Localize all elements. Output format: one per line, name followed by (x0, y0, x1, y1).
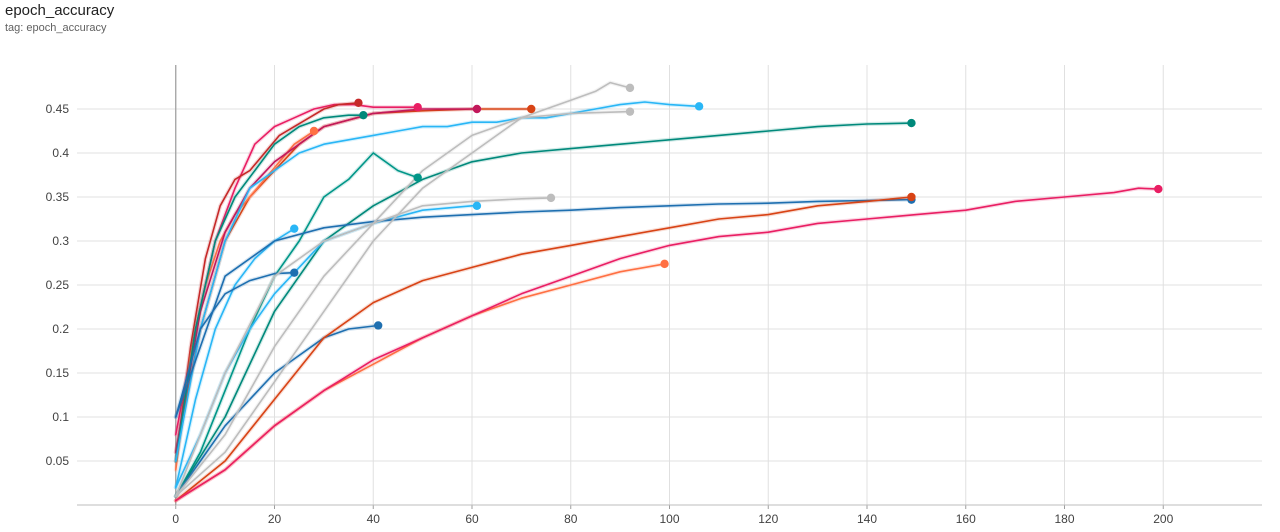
y-tick-label: 0.25 (46, 278, 70, 292)
series-endpoint (660, 259, 669, 269)
series-endpoint (546, 193, 556, 203)
series-line (175, 197, 552, 498)
tick-labels: 0.05 0.1 0.15 0.2 0.25 0.3 0.35 0.4 0.45 0 20 40 60 8… (46, 102, 1174, 526)
chart-title: epoch_accuracy (5, 2, 115, 19)
x-tick-label: 60 (465, 512, 479, 526)
x-tick-label: 140 (857, 512, 877, 526)
y-tick-label: 0.4 (52, 146, 69, 160)
series-line (175, 122, 913, 498)
x-tick-label: 120 (758, 512, 778, 526)
series-endpoint (309, 126, 319, 136)
series-endpoint (907, 192, 916, 202)
series-line (175, 108, 478, 454)
series-raw-line (173, 195, 914, 503)
y-tick-label: 0.45 (46, 102, 70, 116)
series-endpoint (472, 201, 482, 210)
series-endpoint (625, 83, 635, 93)
series-line (175, 101, 700, 462)
series-endpoint (694, 102, 704, 111)
x-tick-label: 160 (956, 512, 976, 526)
series-line (175, 152, 419, 498)
series-endpoints (290, 83, 1163, 330)
series-line (175, 81, 631, 498)
series-line (175, 102, 360, 462)
series-endpoint (373, 321, 383, 330)
y-tick-label: 0.35 (46, 190, 70, 204)
series-endpoint (359, 110, 368, 120)
series-endpoint (527, 104, 536, 114)
series-endpoint (290, 224, 299, 233)
series-line (175, 198, 913, 418)
series-endpoint (290, 268, 299, 277)
series-lines (173, 80, 1161, 503)
series-endpoint (413, 173, 422, 182)
series-raw-line (173, 261, 667, 503)
series-endpoint (354, 98, 363, 108)
series-raw-line (173, 186, 1161, 503)
series-raw-line (173, 121, 914, 499)
x-tick-label: 180 (1054, 512, 1074, 526)
series-line (175, 196, 913, 502)
series-endpoint (413, 103, 422, 112)
chart-tag: tag: epoch_accuracy (5, 22, 107, 34)
series-line (175, 110, 631, 498)
y-tick-label: 0.1 (52, 410, 69, 424)
x-tick-label: 80 (564, 512, 578, 526)
y-tick-label: 0.15 (46, 366, 70, 380)
grid (77, 65, 1262, 505)
series-endpoint (472, 104, 482, 114)
series-endpoint (1154, 184, 1163, 194)
series-line (175, 187, 1160, 502)
series-endpoint (907, 118, 916, 128)
x-tick-label: 40 (367, 512, 381, 526)
y-tick-label: 0.2 (52, 322, 69, 336)
series-line (175, 263, 666, 502)
x-tick-label: 100 (659, 512, 679, 526)
x-tick-label: 20 (268, 512, 282, 526)
x-tick-label: 0 (172, 512, 179, 526)
x-tick-label: 200 (1153, 512, 1173, 526)
series-line (175, 114, 365, 462)
y-tick-label: 0.3 (52, 234, 69, 248)
y-tick-label: 0.05 (46, 454, 70, 468)
series-endpoint (625, 107, 635, 116)
series-line (175, 324, 380, 498)
